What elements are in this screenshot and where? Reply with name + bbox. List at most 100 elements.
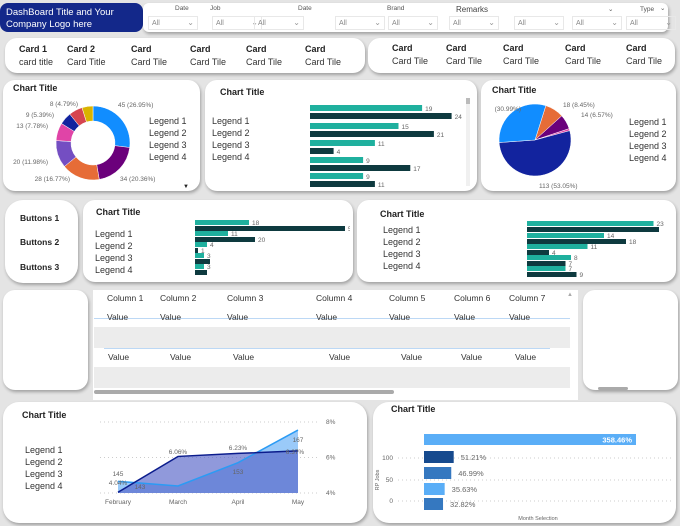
table-cell: Value bbox=[509, 312, 531, 322]
bar bbox=[195, 259, 210, 264]
table-row-band bbox=[94, 367, 570, 388]
card-title: Card bbox=[305, 44, 326, 54]
column-header[interactable]: Column 7 bbox=[509, 293, 546, 303]
pie-slice bbox=[92, 105, 131, 148]
data-label: 4 bbox=[552, 250, 556, 257]
kpi-card[interactable]: Card Card Tile bbox=[446, 42, 482, 68]
table-cell: Value bbox=[233, 352, 255, 362]
filter-dropdown[interactable]: All ⌄ bbox=[148, 16, 198, 30]
kpi-card[interactable]: Card Card Tile bbox=[626, 42, 662, 68]
legend-item: Legend 4 bbox=[149, 152, 187, 162]
axis-tick-label: May bbox=[292, 499, 305, 506]
legend-item: Legend 1 bbox=[25, 445, 63, 455]
column-chart-panel bbox=[373, 402, 676, 523]
table-cell: Value bbox=[316, 312, 338, 322]
kpi-card[interactable]: Card Card Tile bbox=[305, 43, 341, 69]
chevron-down-icon[interactable]: ⌄ bbox=[660, 5, 666, 12]
expand-icon[interactable]: ▼ bbox=[183, 184, 189, 190]
data-label: 46.99% bbox=[458, 469, 484, 478]
column-header[interactable]: Column 6 bbox=[454, 293, 491, 303]
data-label: 113 (53.05%) bbox=[539, 183, 578, 190]
blank-panel-left bbox=[3, 290, 88, 390]
table-cell: Value bbox=[454, 312, 476, 322]
kpi-card[interactable]: Card 2 Card Title bbox=[67, 43, 106, 69]
card-title: Card bbox=[503, 43, 524, 53]
axis-tick-label: 100 bbox=[382, 455, 393, 462]
horizontal-scrollbar[interactable] bbox=[598, 387, 628, 390]
button-1[interactable]: Buttons 1 bbox=[20, 213, 60, 223]
bar bbox=[310, 105, 423, 111]
filter-dropdown[interactable]: All ⌄ bbox=[626, 16, 676, 30]
kpi-card[interactable]: Card Card Tile bbox=[565, 42, 601, 68]
bar bbox=[424, 498, 444, 510]
percent-bar-chart: 100 50 0 358.46% 51.21% 46.99% 35.63% 32.82% RP … bbox=[375, 434, 673, 522]
filter-dropdown[interactable]: All ⌄ bbox=[254, 16, 304, 30]
axis-tick-label: 8% bbox=[326, 419, 336, 426]
data-label: 13 (7.78%) bbox=[16, 123, 48, 130]
data-label: 18 (8.45%) bbox=[563, 102, 595, 109]
data-label: 358.46% bbox=[602, 436, 632, 445]
button-2[interactable]: Buttons 2 bbox=[20, 237, 60, 247]
filter-dropdown[interactable]: All ⌄ bbox=[388, 16, 438, 30]
data-label: 4 bbox=[210, 242, 214, 249]
bar-chart-1: 19 15 11 9 9 24 21 4 17 11 bbox=[310, 105, 462, 188]
card-value: Card Tile bbox=[392, 56, 429, 66]
kpi-card[interactable]: Card 1 card title bbox=[19, 43, 53, 69]
table-row-band bbox=[94, 327, 570, 348]
dropdown-value: All bbox=[576, 20, 584, 27]
column-header[interactable]: Column 4 bbox=[316, 293, 353, 303]
bar bbox=[527, 233, 604, 238]
data-label: 9 bbox=[366, 158, 370, 165]
card-value: Card Tile bbox=[246, 57, 283, 67]
legend-item: Legend 1 bbox=[629, 117, 667, 127]
table-cell: Value bbox=[401, 352, 423, 362]
column-header[interactable]: Column 1 bbox=[107, 293, 144, 303]
data-label: 34 (20.36%) bbox=[120, 176, 155, 183]
data-label: 17 bbox=[413, 166, 421, 173]
card-title: Card 2 bbox=[67, 44, 96, 54]
scrollbar[interactable] bbox=[466, 98, 470, 186]
axis-tick-label: 6% bbox=[326, 455, 336, 462]
data-label: 167 bbox=[293, 437, 304, 444]
pie-chart: 18 (8.45%) 14 (6.57%) 113 (53.05%) (30.99%) bbox=[495, 102, 613, 190]
button-3[interactable]: Buttons 3 bbox=[20, 262, 60, 272]
data-label: 35.63% bbox=[452, 485, 478, 494]
data-label: 6.23% bbox=[229, 445, 248, 452]
kpi-card[interactable]: Card Card Tile bbox=[392, 42, 428, 68]
legend-item: Legend 2 bbox=[25, 457, 63, 467]
data-label: (30.99%) bbox=[495, 106, 521, 113]
horizontal-scrollbar[interactable] bbox=[94, 390, 394, 394]
column-header[interactable]: Column 3 bbox=[227, 293, 264, 303]
card-title: Card bbox=[131, 44, 152, 54]
bar bbox=[195, 248, 198, 253]
card-title: Card bbox=[190, 44, 211, 54]
kpi-card[interactable]: Card Card Tile bbox=[190, 43, 226, 69]
scroll-up-icon[interactable]: ▲ bbox=[567, 292, 573, 298]
axis-title: RP Jobs bbox=[375, 469, 381, 490]
kpi-card[interactable]: Card Card Tile bbox=[131, 43, 167, 69]
filter-dropdown[interactable]: All ⌄ bbox=[449, 16, 499, 30]
filter-label-job: Job bbox=[210, 5, 221, 12]
data-label: 11 bbox=[378, 182, 385, 188]
bar bbox=[527, 255, 571, 260]
column-header[interactable]: Column 2 bbox=[160, 293, 197, 303]
pie-slice bbox=[81, 105, 94, 123]
legend: Legend 1 Legend 2 Legend 3 Legend 4 bbox=[629, 116, 667, 164]
filter-dropdown[interactable]: All ⌄ bbox=[514, 16, 564, 30]
kpi-card[interactable]: Card Card Tile bbox=[503, 42, 539, 68]
series-line bbox=[117, 429, 299, 487]
dropdown-value: All bbox=[258, 20, 266, 27]
filter-dropdown[interactable]: All ⌄ bbox=[335, 16, 385, 30]
data-label: 153 bbox=[233, 469, 244, 476]
chevron-down-icon[interactable]: ⌄ bbox=[608, 6, 614, 13]
legend: Legend 1 Legend 2 Legend 3 Legend 4 bbox=[149, 115, 187, 163]
chevron-down-icon: ⌄ bbox=[427, 18, 434, 27]
filter-dropdown[interactable]: All ⌄ bbox=[572, 16, 622, 30]
card-value: Card Tile bbox=[305, 57, 342, 67]
bar bbox=[424, 483, 445, 495]
legend: Legend 1 Legend 2 Legend 3 Legend 4 bbox=[212, 115, 250, 163]
column-header[interactable]: Column 5 bbox=[389, 293, 426, 303]
bar bbox=[195, 264, 204, 269]
kpi-card[interactable]: Card Card Tile bbox=[246, 43, 282, 69]
legend-item: Legend 2 bbox=[149, 128, 187, 138]
